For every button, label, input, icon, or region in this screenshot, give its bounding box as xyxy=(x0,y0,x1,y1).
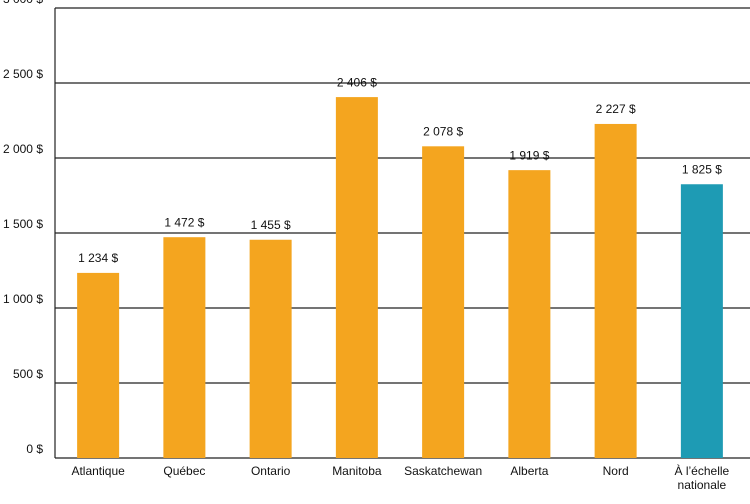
bar xyxy=(77,272,120,458)
bar xyxy=(422,146,465,459)
x-tick-label: Saskatchewan xyxy=(404,464,482,478)
value-label: 1 472 $ xyxy=(164,215,204,229)
bar xyxy=(335,97,378,458)
x-tick-label: À l’échelle nationale xyxy=(675,463,730,492)
y-tick-label: 500 $ xyxy=(13,367,43,381)
value-label: 2 227 $ xyxy=(596,102,636,116)
value-label: 2 078 $ xyxy=(423,124,463,138)
x-tick-label: Ontario xyxy=(251,464,291,478)
x-tick-label: Québec xyxy=(163,464,205,478)
x-tick-label: Manitoba xyxy=(332,464,382,478)
value-label: 2 406 $ xyxy=(337,75,377,89)
y-tick-label: 2 000 $ xyxy=(3,142,43,156)
bar xyxy=(249,239,292,458)
bar xyxy=(680,184,723,458)
bar xyxy=(594,123,637,458)
x-tick-label: Atlantique xyxy=(71,464,125,478)
y-tick-label: 3 000 $ xyxy=(3,0,43,6)
bar xyxy=(508,170,551,458)
x-tick-label: Nord xyxy=(603,464,629,478)
y-tick-label: 1 000 $ xyxy=(3,292,43,306)
value-label: 1 919 $ xyxy=(509,148,549,162)
value-label: 1 455 $ xyxy=(251,218,291,232)
y-tick-label: 1 500 $ xyxy=(3,217,43,231)
bar xyxy=(163,237,206,458)
y-tick-label: 0 $ xyxy=(26,442,43,456)
x-tick-label: Alberta xyxy=(510,464,548,478)
value-label: 1 825 $ xyxy=(682,162,722,176)
value-label: 1 234 $ xyxy=(78,251,118,265)
y-tick-label: 2 500 $ xyxy=(3,67,43,81)
